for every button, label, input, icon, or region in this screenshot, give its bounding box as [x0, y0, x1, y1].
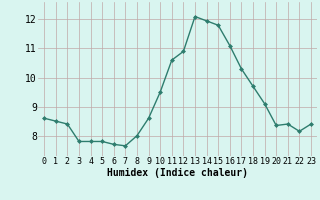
X-axis label: Humidex (Indice chaleur): Humidex (Indice chaleur) — [107, 168, 248, 178]
